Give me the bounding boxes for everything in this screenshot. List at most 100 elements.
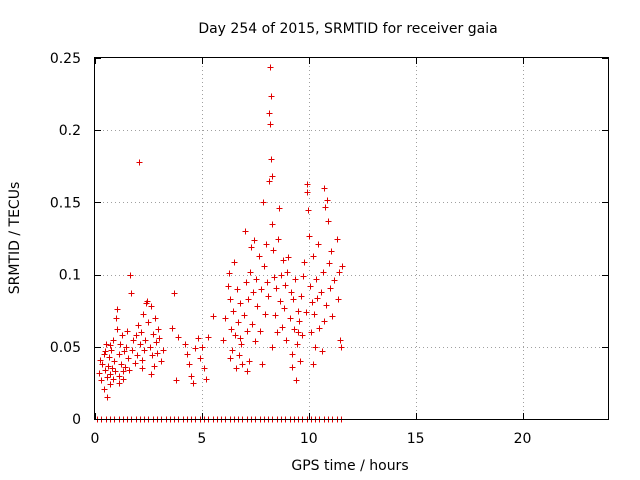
data-point xyxy=(312,344,319,351)
data-point xyxy=(227,296,234,303)
data-point xyxy=(297,358,304,365)
data-point xyxy=(141,347,148,354)
data-point xyxy=(278,272,285,279)
data-point xyxy=(104,374,111,381)
data-point xyxy=(337,337,344,344)
data-point xyxy=(268,93,275,100)
data-point xyxy=(188,373,195,380)
data-point xyxy=(155,326,162,333)
data-point xyxy=(339,263,346,270)
data-point xyxy=(173,377,180,384)
data-point xyxy=(267,121,274,128)
data-point xyxy=(232,332,239,339)
data-point xyxy=(142,337,149,344)
data-point xyxy=(203,376,210,383)
data-point xyxy=(108,347,115,354)
data-point xyxy=(158,358,165,365)
data-point xyxy=(274,329,281,336)
data-point xyxy=(105,363,112,370)
data-point xyxy=(114,326,121,333)
data-point xyxy=(205,334,212,341)
data-point xyxy=(145,319,152,326)
data-point xyxy=(284,269,291,276)
data-point xyxy=(148,303,155,310)
data-point xyxy=(323,302,330,309)
data-point xyxy=(244,328,251,335)
data-point xyxy=(104,394,111,401)
data-point xyxy=(324,197,331,204)
data-point xyxy=(298,293,305,300)
data-point xyxy=(239,361,246,368)
data-point xyxy=(175,334,182,341)
data-point xyxy=(113,315,120,322)
data-point xyxy=(304,181,311,188)
data-point xyxy=(299,332,306,339)
data-point xyxy=(245,296,252,303)
data-point xyxy=(101,351,108,358)
data-point xyxy=(123,344,130,351)
data-point xyxy=(259,361,266,368)
y-axis-label: SRMTID / TECUs xyxy=(7,182,23,295)
data-point xyxy=(329,313,336,320)
plot-frame xyxy=(94,57,609,420)
data-point xyxy=(152,315,159,322)
data-point xyxy=(195,335,202,342)
data-point xyxy=(111,358,118,365)
data-point xyxy=(102,348,109,355)
data-point xyxy=(251,237,258,244)
x-axis-label: GPS time / hours xyxy=(291,458,408,474)
data-point xyxy=(116,380,123,387)
data-point xyxy=(277,298,284,305)
data-point xyxy=(320,269,327,276)
data-point xyxy=(130,337,137,344)
data-point xyxy=(192,345,199,352)
data-point xyxy=(107,381,114,388)
data-point xyxy=(292,276,299,283)
data-point xyxy=(267,64,274,71)
data-point xyxy=(272,312,279,319)
data-point xyxy=(235,319,242,326)
y-tick-labels: 0 0.05 0.1 0.15 0.2 0.25 xyxy=(50,51,81,428)
y-tick-label: 0.1 xyxy=(59,268,81,284)
grid xyxy=(95,58,608,419)
data-point xyxy=(231,259,238,266)
data-point xyxy=(285,254,292,261)
data-point xyxy=(182,341,189,348)
data-point xyxy=(313,276,320,283)
data-point xyxy=(314,295,321,302)
data-point xyxy=(230,308,237,315)
data-point xyxy=(241,312,248,319)
data-point xyxy=(254,303,261,310)
data-point xyxy=(107,371,114,378)
data-point xyxy=(263,241,270,248)
data-point xyxy=(338,344,345,351)
data-point xyxy=(295,308,302,315)
data-point xyxy=(110,376,117,383)
data-point xyxy=(269,221,276,228)
data-point xyxy=(154,350,161,357)
data-point xyxy=(136,159,143,166)
data-point xyxy=(249,321,256,328)
data-point xyxy=(127,272,134,279)
data-point xyxy=(315,241,322,248)
data-point xyxy=(321,185,328,192)
data-point xyxy=(294,341,301,348)
x-tick-label: 5 xyxy=(197,431,206,447)
data-point xyxy=(296,318,303,325)
data-point xyxy=(148,371,155,378)
data-point xyxy=(128,290,135,297)
data-point xyxy=(250,289,257,296)
data-point xyxy=(260,199,267,206)
data-point xyxy=(293,377,300,384)
data-point xyxy=(322,204,329,211)
data-point xyxy=(140,311,147,318)
data-point xyxy=(151,363,158,370)
data-point xyxy=(98,377,105,384)
data-point xyxy=(138,329,145,336)
data-point xyxy=(116,373,123,380)
data-point xyxy=(252,338,259,345)
data-point xyxy=(262,311,269,318)
data-point xyxy=(169,325,176,332)
data-point xyxy=(139,357,146,364)
data-point xyxy=(237,300,244,307)
